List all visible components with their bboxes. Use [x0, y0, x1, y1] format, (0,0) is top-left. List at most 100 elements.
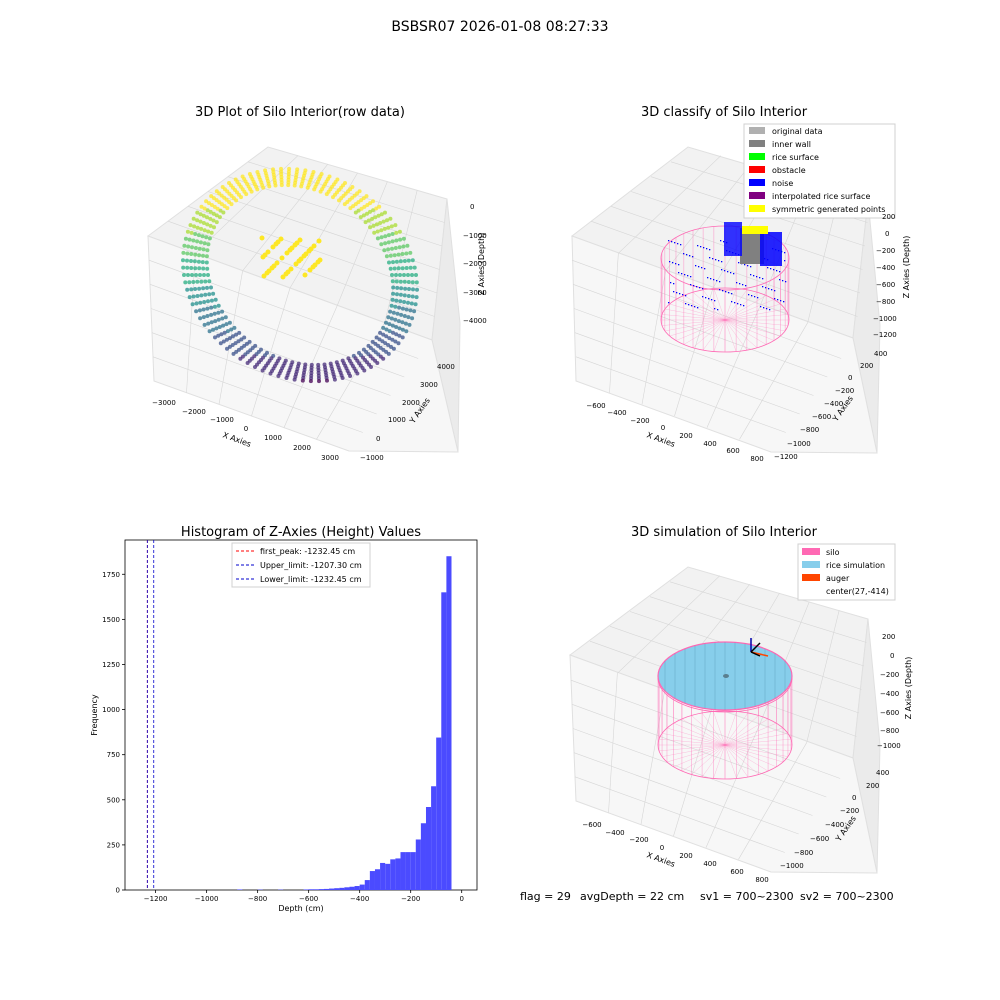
silo-floor-spoke	[724, 744, 777, 768]
raw-data-point	[398, 273, 402, 277]
raw-data-point	[195, 239, 200, 244]
y-tick-label: 1000	[388, 416, 406, 424]
silo-floor-spoke	[664, 308, 726, 321]
raw-data-point	[221, 210, 226, 215]
noise-point	[711, 299, 713, 301]
legend-label: original data	[772, 127, 823, 136]
noise-point	[690, 284, 692, 286]
raw-data-point	[187, 237, 192, 242]
silo-floor-spoke	[691, 715, 726, 746]
noise-point	[744, 264, 746, 266]
raw-data-point	[389, 224, 394, 229]
raw-data-point	[224, 337, 229, 342]
raw-data-point	[202, 273, 206, 277]
histogram-bar	[410, 852, 416, 890]
noise-point	[688, 304, 690, 306]
raw-data-point	[394, 273, 398, 277]
histogram-bar	[329, 888, 335, 890]
raw-data-point	[205, 306, 210, 311]
noise-point	[703, 247, 705, 249]
raw-data-point	[388, 216, 393, 221]
raw-data-point	[203, 292, 208, 297]
raw-data-point	[293, 261, 299, 267]
noise-point	[717, 309, 719, 311]
raw-data-point	[214, 189, 219, 194]
raw-data-point	[403, 321, 408, 326]
status-flag: flag = 29	[520, 890, 571, 903]
silo-floor-spoke	[662, 733, 726, 746]
raw-data-point	[394, 238, 399, 243]
y-tick-label: −1000	[360, 454, 384, 462]
raw-data-point	[196, 259, 201, 264]
raw-data-point	[381, 219, 386, 224]
raw-data-point	[350, 185, 355, 189]
raw-data-point	[202, 228, 207, 233]
noise-point	[734, 302, 736, 304]
raw-data-point	[390, 273, 394, 277]
raw-data-point	[368, 225, 373, 230]
raw-data-point	[396, 252, 401, 257]
raw-data-point	[414, 273, 418, 277]
simulation-plot-title: 3D simulation of Silo Interior	[631, 525, 818, 540]
raw-data-point	[198, 212, 203, 217]
raw-data-point	[183, 236, 188, 241]
raw-data-point	[390, 232, 395, 236]
raw-data-point	[389, 344, 393, 349]
raw-data-point	[194, 309, 199, 314]
gridline	[806, 610, 840, 743]
noise-point	[753, 275, 755, 277]
raw-data-point	[189, 266, 194, 270]
raw-data-point	[197, 266, 202, 271]
raw-data-point	[379, 235, 384, 240]
raw-data-point	[202, 322, 207, 327]
x-tick-label: 600	[726, 447, 739, 455]
raw-data-point	[383, 241, 388, 246]
raw-data-point	[220, 316, 225, 321]
raw-data-point	[402, 300, 407, 304]
raw-data-point	[308, 379, 313, 384]
noise-point	[737, 303, 739, 305]
raw-data-point	[379, 228, 384, 233]
raw-data-point	[186, 273, 190, 277]
raw-data-point	[402, 259, 407, 263]
raw-data-point	[383, 234, 388, 239]
raw-data-point	[193, 266, 198, 271]
raw-data-point	[201, 213, 206, 218]
raw-data-point	[332, 377, 337, 382]
raw-data-point	[402, 279, 407, 284]
raw-data-point	[391, 260, 395, 265]
x-tick-label: 1000	[264, 434, 282, 442]
raw-data-point	[390, 279, 395, 284]
noise-point	[690, 276, 692, 278]
raw-data-point	[202, 300, 207, 304]
silo-floor-spoke	[724, 744, 737, 779]
noise-point	[695, 265, 697, 267]
raw-data-point	[377, 337, 382, 342]
raw-data-point	[185, 258, 189, 263]
raw-data-point	[312, 262, 318, 268]
classify-x-ticks: −600 −400 −200 0 200 400 600 800	[586, 402, 763, 463]
silo-floor-spoke	[666, 727, 726, 746]
raw-data-point	[192, 224, 197, 229]
y-tick-label: 200	[866, 782, 879, 790]
noise-point	[767, 267, 769, 269]
raw-data-point	[361, 213, 366, 218]
raw-data-point	[397, 229, 402, 234]
silo-floor-spoke	[701, 744, 726, 778]
raw-data-point	[211, 327, 215, 332]
raw-data-point	[369, 365, 373, 369]
raw-data-point	[383, 341, 388, 346]
raw-data-point	[205, 215, 209, 220]
z-tick-label: −1200	[873, 331, 897, 339]
raw-data-point	[201, 247, 206, 252]
raw-data-point	[404, 266, 409, 270]
raw-data-point	[206, 299, 210, 304]
histogram-bar	[415, 839, 421, 890]
raw-data-point	[401, 236, 406, 241]
raw-data-point	[200, 260, 205, 265]
status-avg-depth: avgDepth = 22 cm	[580, 890, 684, 903]
raw-data-point	[389, 303, 394, 308]
histogram-bar	[400, 852, 406, 890]
noise-point	[714, 308, 716, 310]
noise-point	[674, 242, 676, 244]
